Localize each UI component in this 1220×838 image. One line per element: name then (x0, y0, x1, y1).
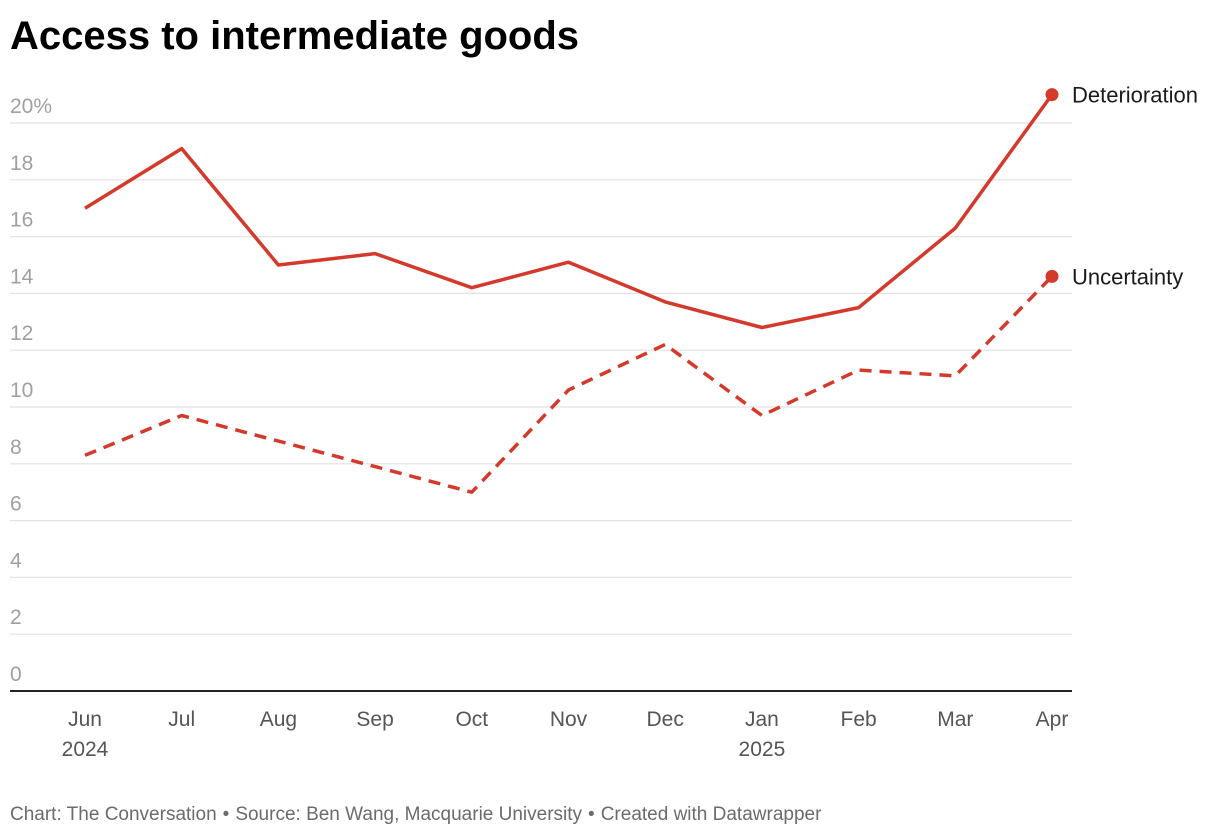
uncertainty-end-point (1045, 269, 1059, 283)
x-tick-label: Apr (1036, 708, 1069, 731)
x-tick-label: Dec (647, 708, 684, 731)
y-tick-label: 2 (10, 606, 22, 629)
y-axis-ticks: 0 2 4 6 8 10 12 14 16 18 20% (10, 95, 52, 686)
deterioration-label: Deterioration (1072, 83, 1198, 108)
uncertainty-label: Uncertainty (1072, 264, 1183, 289)
deterioration-line (84, 93, 1054, 330)
x-tick-label: Mar (937, 708, 973, 731)
chart-footer: Chart: The Conversation • Source: Ben Wang… (10, 802, 821, 828)
footer-separator: • (588, 804, 595, 825)
chart-credit: Chart: The Conversation (10, 804, 217, 825)
footer-separator: • (222, 804, 230, 825)
x-tick-label: Nov (550, 708, 588, 731)
y-tick-label: 10 (10, 379, 33, 402)
y-tick-label: 8 (10, 436, 22, 459)
y-tick-label: 18 (10, 152, 33, 175)
x-tick-label: Jan (745, 708, 779, 731)
x-tick-label: Sep (356, 708, 393, 731)
line-chart: 0 2 4 6 8 10 12 14 16 18 20% Jun 2024 Jul Aug Sep Oct No… (10, 83, 1198, 761)
y-tick-label: 16 (10, 209, 33, 232)
chart-title: Access to intermediate goods (10, 14, 580, 58)
chart-source: Source: Ben Wang, Macquarie University (235, 804, 583, 825)
y-tick-label: 12 (10, 322, 33, 345)
y-tick-label: 14 (10, 265, 34, 288)
y-tick-label: 0 (10, 663, 22, 686)
x-tick-label: Jun (68, 708, 102, 731)
x-tick-year-label: 2024 (62, 738, 109, 761)
deterioration-end-point (1045, 88, 1059, 102)
uncertainty-line (84, 275, 1054, 494)
x-tick-label: Jul (168, 708, 195, 731)
series-lines (84, 88, 1059, 494)
x-tick-label: Aug (260, 708, 297, 731)
x-tick-year-label: 2025 (739, 738, 786, 761)
gridlines (10, 122, 1072, 635)
chart-created-with: Created with Datawrapper (600, 804, 822, 825)
x-tick-label: Feb (841, 708, 877, 731)
y-tick-label: 20% (10, 95, 52, 118)
y-tick-label: 4 (10, 549, 22, 572)
x-axis-ticks: Jun 2024 Jul Aug Sep Oct Nov Dec Jan 2025 Feb Mar Ap… (62, 708, 1069, 761)
y-tick-label: 6 (10, 493, 22, 516)
x-tick-label: Oct (455, 708, 488, 731)
series-labels: Deterioration Uncertainty (1072, 83, 1198, 290)
